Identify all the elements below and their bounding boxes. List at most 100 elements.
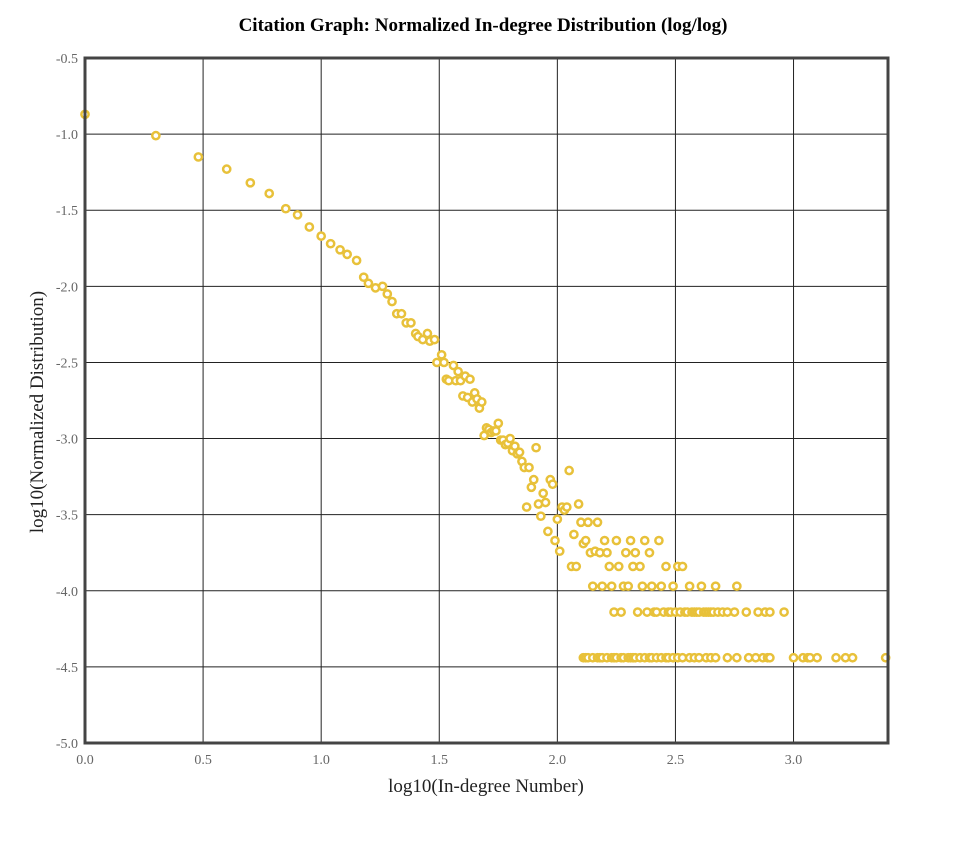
data-point xyxy=(569,529,579,540)
data-point xyxy=(448,360,459,371)
x-axis-label: log10(In-degree Number) xyxy=(388,776,584,797)
y-tick-label: -4.5 xyxy=(56,661,78,676)
data-point xyxy=(429,334,440,345)
data-point xyxy=(538,488,549,499)
data-point xyxy=(765,652,775,663)
data-points xyxy=(80,109,891,663)
data-point xyxy=(602,547,612,558)
data-point xyxy=(779,607,789,617)
data-point xyxy=(554,546,565,557)
data-point xyxy=(543,526,553,537)
data-point xyxy=(684,581,695,592)
data-point xyxy=(639,535,650,546)
data-point xyxy=(422,328,433,339)
data-point xyxy=(387,296,397,307)
data-point xyxy=(528,474,539,485)
data-point xyxy=(831,652,841,663)
data-point xyxy=(335,244,345,255)
y-tick-label: -4.0 xyxy=(56,585,78,600)
data-point xyxy=(611,535,622,546)
data-point xyxy=(382,289,393,299)
data-point xyxy=(623,581,634,592)
data-point xyxy=(292,209,303,220)
data-point xyxy=(661,561,671,572)
data-point xyxy=(625,535,636,546)
data-point xyxy=(635,561,645,572)
data-point xyxy=(587,581,598,592)
data-point xyxy=(561,502,572,512)
data-point xyxy=(476,397,487,407)
data-point xyxy=(550,535,560,546)
data-point xyxy=(406,318,416,328)
data-point xyxy=(580,535,591,546)
data-point xyxy=(765,607,775,617)
data-point xyxy=(358,272,369,283)
data-point xyxy=(571,561,582,572)
data-point xyxy=(599,535,610,546)
y-tick-label: -1.0 xyxy=(56,128,78,143)
y-tick-label: -5.0 xyxy=(56,737,78,752)
data-point xyxy=(632,607,643,617)
data-point xyxy=(630,547,641,558)
data-point xyxy=(325,238,336,249)
data-point xyxy=(526,482,537,493)
data-point xyxy=(264,188,275,199)
data-point xyxy=(788,652,799,663)
data-point xyxy=(540,497,551,508)
y-tick-label: -2.0 xyxy=(56,280,78,295)
data-point xyxy=(245,177,256,188)
data-point xyxy=(656,581,667,592)
x-tick-label: 1.5 xyxy=(431,753,449,768)
data-point xyxy=(493,418,504,429)
data-point xyxy=(514,447,525,458)
data-point xyxy=(280,203,291,214)
chart-title: Citation Graph: Normalized In-degree Dis… xyxy=(239,15,728,36)
data-point xyxy=(151,130,161,141)
data-point xyxy=(729,607,740,617)
data-point xyxy=(342,249,353,260)
y-tick-label: -3.0 xyxy=(56,433,78,448)
data-point xyxy=(564,465,575,476)
data-point xyxy=(722,652,733,663)
data-point xyxy=(668,581,678,592)
data-point xyxy=(505,433,515,444)
data-point xyxy=(552,514,563,525)
data-point xyxy=(654,535,664,546)
data-point xyxy=(646,581,657,592)
data-point xyxy=(616,607,626,617)
data-point xyxy=(439,357,449,368)
data-point xyxy=(710,652,721,663)
x-axis-ticks: 0.0 0.5 1.0 1.5 2.0 2.5 3.0 xyxy=(76,753,802,768)
data-point xyxy=(597,581,608,592)
y-axis-ticks: -0.5 -1.0 -1.5 -2.0 -2.5 -3.0 -3.5 -4.0 -4.5 -5.0 xyxy=(56,52,78,752)
data-point xyxy=(535,511,546,522)
data-point xyxy=(731,581,742,592)
data-point xyxy=(592,517,603,528)
data-point xyxy=(377,281,388,292)
data-point xyxy=(351,255,362,266)
plot-frame xyxy=(83,56,890,745)
y-tick-label: -3.5 xyxy=(56,509,78,524)
data-point xyxy=(731,652,742,663)
data-point xyxy=(677,561,688,572)
y-tick-label: -1.5 xyxy=(56,204,78,219)
data-point xyxy=(396,308,407,319)
data-point xyxy=(637,581,648,592)
y-axis-label: log10(Normalized Distribution) xyxy=(27,291,48,533)
data-point xyxy=(465,374,475,385)
data-point xyxy=(491,426,501,436)
data-point xyxy=(521,502,532,512)
y-tick-label: -0.5 xyxy=(56,52,78,67)
x-tick-label: 3.0 xyxy=(785,753,803,768)
data-point xyxy=(316,231,327,241)
data-point xyxy=(644,547,655,558)
data-point xyxy=(583,517,593,528)
data-point xyxy=(741,607,752,617)
data-point xyxy=(436,349,447,360)
data-point xyxy=(531,442,541,453)
data-point xyxy=(620,547,631,558)
x-tick-label: 0.5 xyxy=(194,753,212,768)
data-point xyxy=(696,581,707,592)
data-point xyxy=(710,581,721,592)
